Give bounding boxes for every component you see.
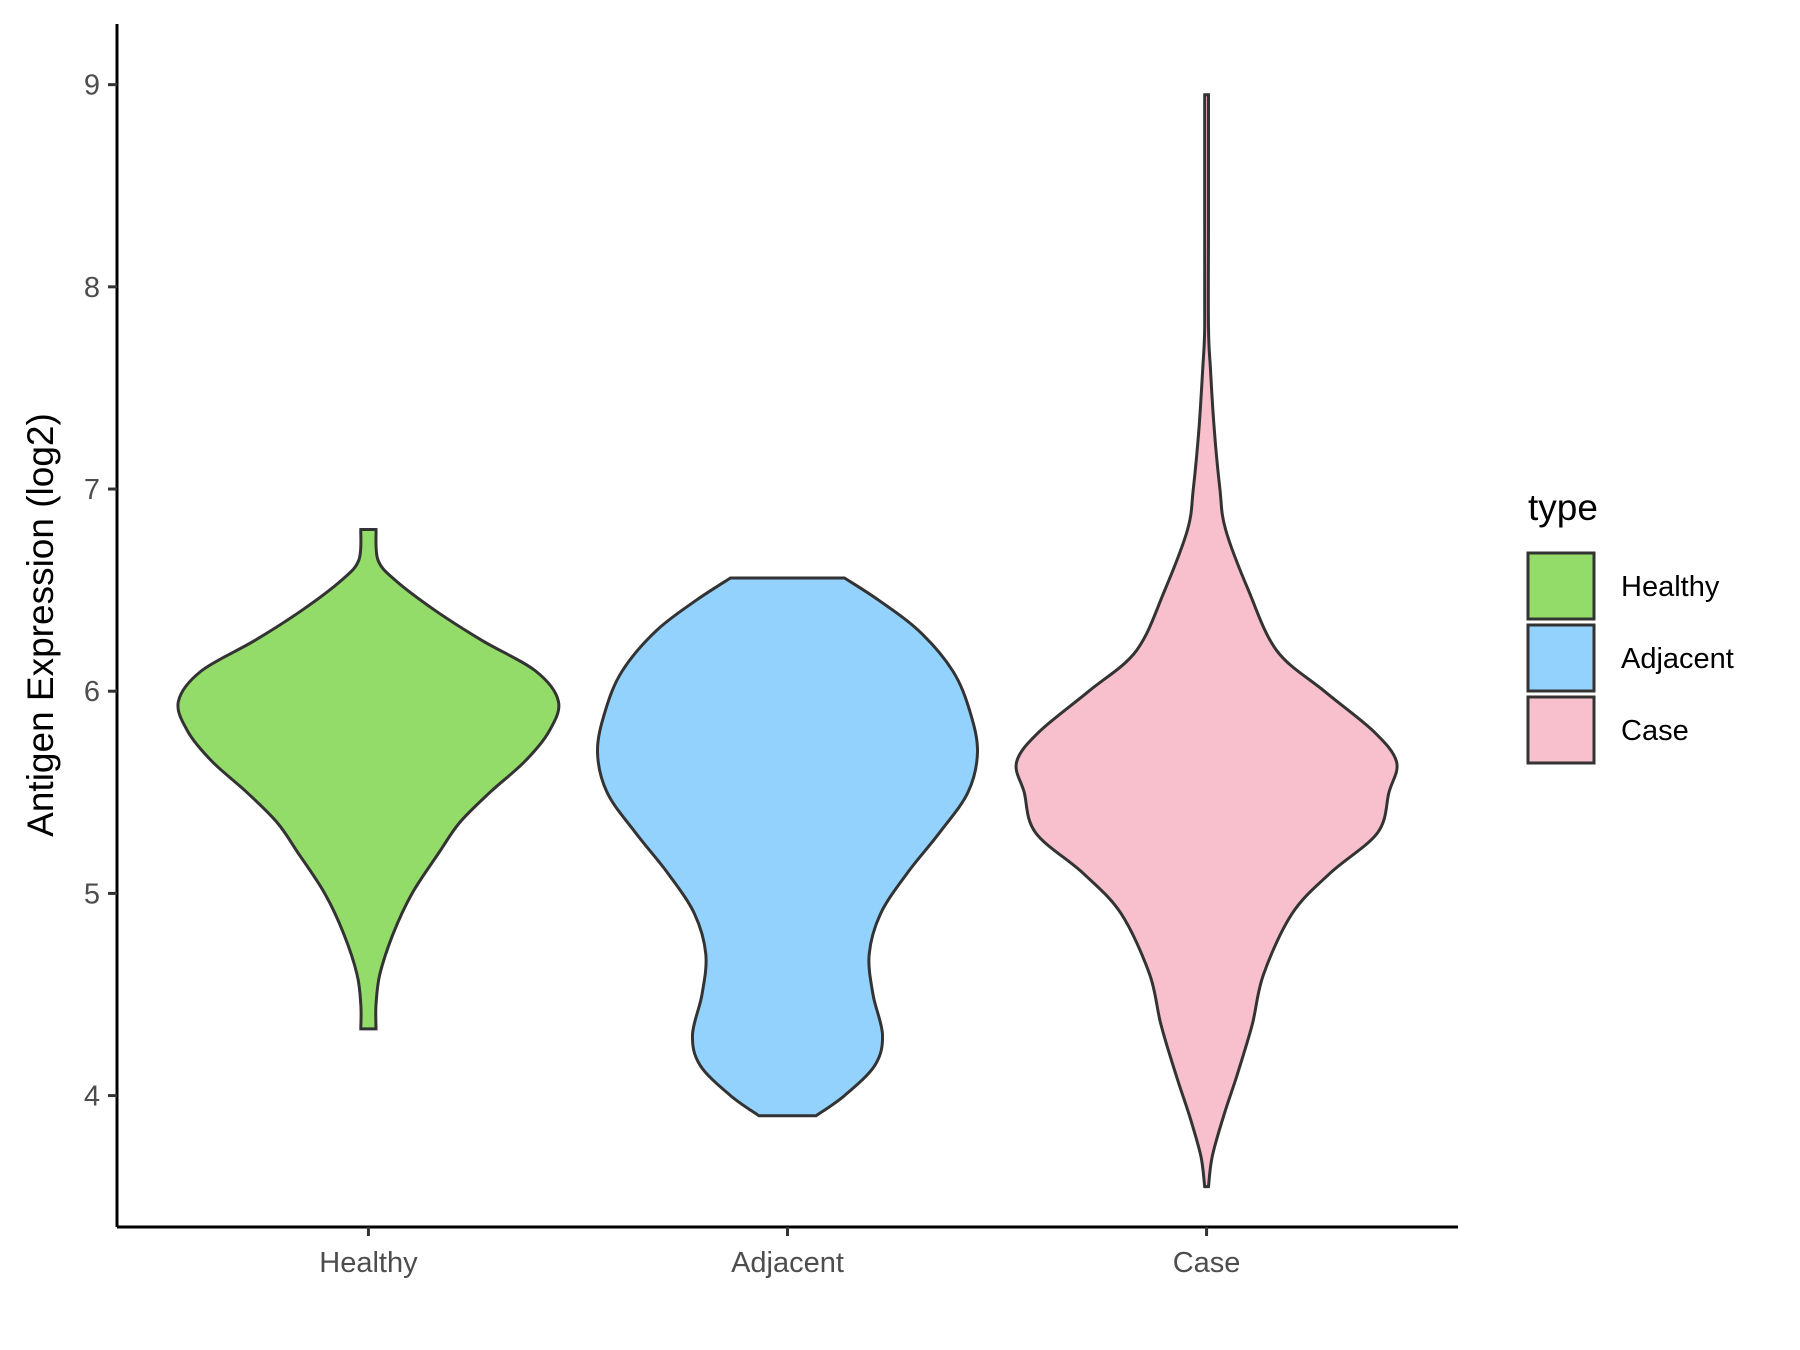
x-axis-ticks: Healthy Adjacent Case (319, 1227, 1240, 1279)
y-tick-label-7: 7 (84, 474, 100, 506)
y-axis-title: Antigen Expression (log2) (20, 413, 61, 837)
y-tick-label-6: 6 (84, 676, 100, 708)
legend-title: type (1528, 487, 1598, 528)
x-tick-label-healthy: Healthy (319, 1247, 418, 1279)
legend-key-case (1526, 695, 1596, 765)
legend-key-adjacent (1526, 623, 1596, 693)
y-tick-label-4: 4 (84, 1081, 100, 1113)
y-tick-label-5: 5 (84, 878, 100, 910)
y-tick-label-8: 8 (84, 272, 100, 304)
y-axis-ticks: 4 5 6 7 8 9 (84, 70, 117, 1113)
x-tick-label-case: Case (1173, 1247, 1241, 1279)
legend-label-healthy: Healthy (1621, 571, 1720, 603)
violin-layer (176, 93, 1399, 1189)
legend-key-healthy (1526, 551, 1596, 621)
y-tick-label-9: 9 (84, 70, 100, 102)
legend-label-adjacent: Adjacent (1621, 643, 1734, 675)
legend-label-case: Case (1621, 715, 1689, 747)
legend: type Healthy Adjacent Case (1526, 487, 1734, 765)
x-tick-label-adjacent: Adjacent (731, 1247, 844, 1279)
violin-healthy (176, 528, 561, 1031)
violin-adjacent (595, 576, 980, 1118)
violin-case (1014, 93, 1399, 1189)
